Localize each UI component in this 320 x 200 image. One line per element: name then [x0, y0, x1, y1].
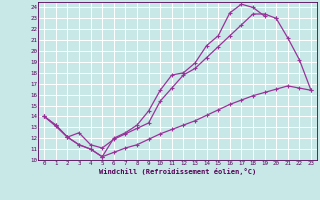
X-axis label: Windchill (Refroidissement éolien,°C): Windchill (Refroidissement éolien,°C) [99, 168, 256, 175]
